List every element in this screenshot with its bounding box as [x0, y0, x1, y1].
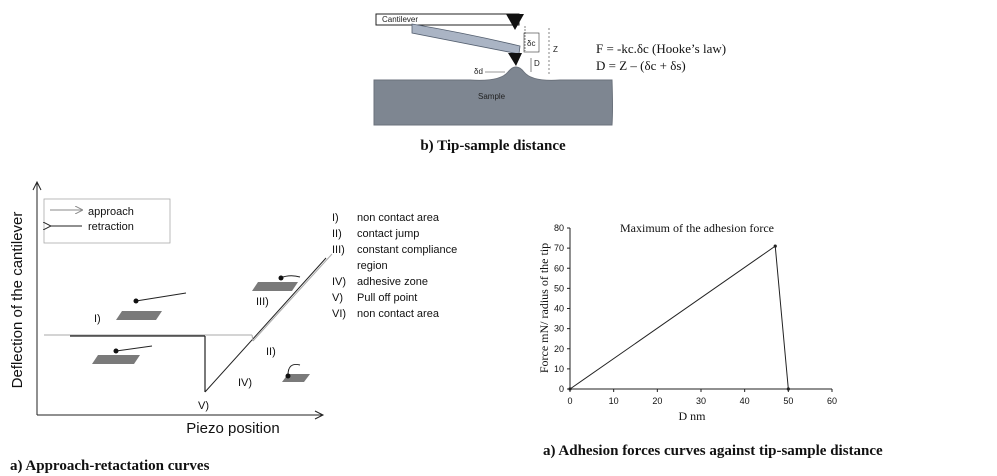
sketch-retraction-baseline: [92, 346, 152, 364]
sketch-adhesive: [282, 364, 310, 382]
key-text-6: Pull off point: [357, 292, 417, 304]
x-tick-label: 60: [827, 396, 837, 406]
x-tick-label: 20: [652, 396, 662, 406]
x-tick-label: 50: [783, 396, 793, 406]
region-key: I) non contact area II) contact jump III…: [332, 212, 457, 320]
x-tick-label: 40: [740, 396, 750, 406]
tip-bent: [508, 53, 522, 66]
sketch-non-contact: [116, 293, 186, 320]
key-text-3: constant compliance: [357, 244, 457, 256]
y-tick-label: 50: [554, 283, 564, 293]
region-label-iv: IV): [238, 377, 252, 389]
chart-title: Maximum of the adhesion force: [620, 221, 774, 235]
region-label-iii: III): [256, 296, 269, 308]
x-tick-label: 10: [609, 396, 619, 406]
key-num-7: VI): [332, 308, 346, 320]
legend-retraction-label: retraction: [88, 221, 134, 233]
key-num-6: V): [332, 292, 343, 304]
data-point: [787, 387, 790, 390]
sketch-compliance: [252, 276, 300, 292]
delta-d-label: δd: [474, 67, 483, 76]
sample-label: Sample: [478, 92, 506, 101]
adhesion-caption: a) Adhesion forces curves against tip-sa…: [543, 443, 883, 459]
region-label-ii: II): [266, 346, 276, 358]
x-tick-label: 30: [696, 396, 706, 406]
hooke-equation: F = -kc.δc (Hooke’s law): [596, 41, 726, 56]
data-point: [774, 245, 777, 248]
key-num-1: I): [332, 212, 339, 224]
y-tick-label: 40: [554, 304, 564, 314]
approach-caption: a) Approach-retactation curves: [10, 458, 210, 474]
key-text-7: non contact area: [357, 308, 440, 320]
distance-equation: D = Z – (δc + δs): [596, 58, 686, 73]
y-tick-label: 20: [554, 344, 564, 354]
chart-y-label: Force mN/ radius of the tip: [537, 243, 551, 373]
approach-retraction-diagram: Deflection of the cantilever Piezo posit…: [9, 182, 457, 474]
adhesion-series-line: [570, 246, 788, 389]
data-point-group: [568, 245, 790, 391]
tip-sample-caption: b) Tip-sample distance: [420, 138, 566, 154]
adhesion-force-chart: 0 10 20 30 40 50 60 70 80 0 10 20 30 40 50 60 Maximum …: [537, 221, 883, 459]
tip-sample-diagram: Sample Cantilever δc Z D δd F = -kc.δc (…: [374, 14, 726, 154]
data-point: [568, 387, 571, 390]
x-axis-label: Piezo position: [186, 420, 279, 437]
key-text-1: non contact area: [357, 212, 440, 224]
key-num-3: III): [332, 244, 345, 256]
y-tick-label: 0: [559, 384, 564, 394]
y-axis-label: Deflection of the cantilever: [9, 212, 26, 389]
key-text-5: adhesive zone: [357, 276, 428, 288]
x-tick-group: 0 10 20 30 40 50 60: [567, 389, 837, 406]
key-text-4: region: [357, 260, 388, 272]
y-tick-group: 0 10 20 30 40 50 60 70 80: [554, 223, 570, 394]
region-label-i: I): [94, 313, 101, 325]
retraction-slope: [205, 258, 326, 392]
y-tick-label: 70: [554, 243, 564, 253]
region-label-v: V): [198, 400, 209, 412]
bent-cantilever: [412, 24, 520, 54]
y-tick-label: 60: [554, 263, 564, 273]
x-tick-label: 0: [567, 396, 572, 406]
cantilever-label: Cantilever: [382, 15, 418, 24]
y-tick-label: 10: [554, 364, 564, 374]
y-tick-label: 80: [554, 223, 564, 233]
delta-c-label: δc: [527, 39, 535, 48]
legend-approach-label: approach: [88, 206, 134, 218]
key-num-2: II): [332, 228, 342, 240]
z-label: Z: [553, 45, 558, 54]
chart-x-label: D nm: [679, 409, 707, 423]
y-tick-label: 30: [554, 324, 564, 334]
key-text-2: contact jump: [357, 228, 419, 240]
key-num-5: IV): [332, 276, 346, 288]
d-label: D: [534, 59, 540, 68]
